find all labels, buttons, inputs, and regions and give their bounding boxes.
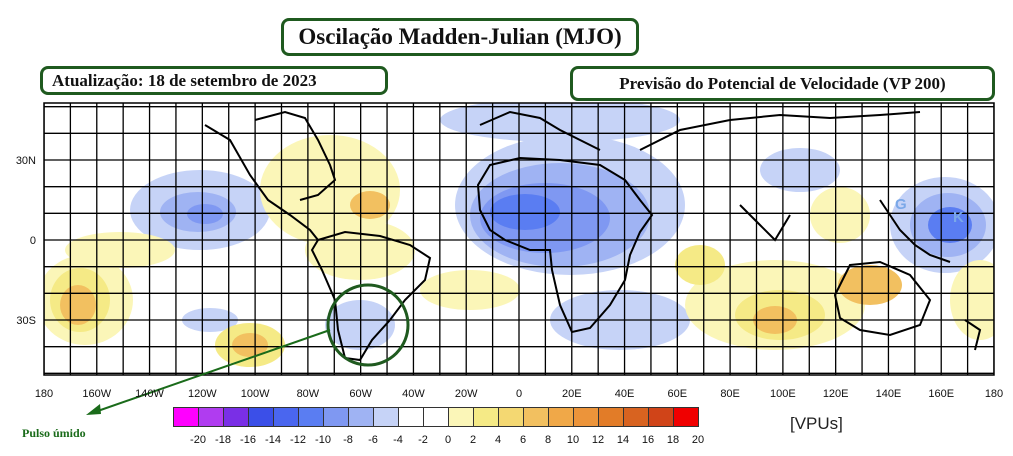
longitude-label: 140E bbox=[876, 388, 902, 400]
colorbar-tick-label: 0 bbox=[444, 434, 452, 446]
longitude-label: 80E bbox=[720, 388, 740, 400]
colorbar-swatch bbox=[223, 407, 249, 427]
colorbar-swatch bbox=[273, 407, 299, 427]
wet-pulse-annotation: Pulso úmido bbox=[22, 426, 86, 440]
longitude-labels: 180 160W 140W 120W 100W 80W 60W 40W 20W 0 20E 40E 60… bbox=[35, 388, 1003, 400]
longitude-label: 60W bbox=[349, 388, 372, 400]
latitude-labels: 30N 0 30S bbox=[16, 155, 36, 327]
longitude-label: 180 bbox=[35, 388, 53, 400]
longitude-label: 100W bbox=[241, 388, 270, 400]
longitude-label: 20E bbox=[562, 388, 582, 400]
map-letter-g: G bbox=[895, 196, 907, 213]
colorbar-swatch bbox=[523, 407, 549, 427]
colorbar-swatch bbox=[448, 407, 474, 427]
colorbar-tick-label: -12 bbox=[290, 434, 306, 446]
longitude-label: 120W bbox=[188, 388, 217, 400]
longitude-label: 80W bbox=[297, 388, 320, 400]
annotation-arrow bbox=[91, 329, 331, 414]
colorbar-tick-label: 10 bbox=[566, 434, 580, 446]
wet-pulse-circle bbox=[326, 283, 410, 367]
colorbar-swatch bbox=[348, 407, 374, 427]
colorbar-tick-label: -20 bbox=[190, 434, 206, 446]
colorbar-tick-label: 16 bbox=[641, 434, 655, 446]
colorbar-swatch bbox=[248, 407, 274, 427]
colorbar-tick-label: 12 bbox=[591, 434, 605, 446]
longitude-label: 0 bbox=[516, 388, 522, 400]
colorbar-swatch bbox=[623, 407, 649, 427]
lat-lon-grid bbox=[44, 103, 994, 375]
colorbar-tick-label: 6 bbox=[519, 434, 527, 446]
latitude-label: 30S bbox=[16, 315, 36, 327]
colorbar-swatch bbox=[473, 407, 499, 427]
colorbar-tick-labels: -20 -18 -16 -14 -12 -10 -8 -6 -4 -2 0 2 4 6 8 10 12 14 16 1… bbox=[173, 434, 753, 450]
colorbar-tick-label: 2 bbox=[469, 434, 477, 446]
longitude-label: 160E bbox=[928, 388, 954, 400]
longitude-label: 140W bbox=[135, 388, 164, 400]
colorbar-tick-label: -2 bbox=[418, 434, 428, 446]
longitude-label: 40W bbox=[402, 388, 425, 400]
colorbar-tick-label: -8 bbox=[343, 434, 353, 446]
colorbar-swatch bbox=[423, 407, 449, 427]
units-label: [VPUs] bbox=[790, 414, 843, 433]
update-date-label: Atualização: 18 de setembro de 2023 bbox=[40, 66, 388, 95]
latitude-label: 0 bbox=[30, 235, 36, 247]
colorbar-swatch bbox=[673, 407, 699, 427]
colorbar-swatch bbox=[573, 407, 599, 427]
colorbar-swatch bbox=[373, 407, 399, 427]
longitude-label: 60E bbox=[668, 388, 688, 400]
annotation-arrowhead bbox=[86, 404, 101, 415]
colorbar bbox=[173, 407, 699, 427]
colorbar-swatch bbox=[173, 407, 199, 427]
colorbar-tick-label: 18 bbox=[666, 434, 680, 446]
colorbar-swatch bbox=[548, 407, 574, 427]
longitude-label: 100E bbox=[770, 388, 796, 400]
colorbar-tick-label: -14 bbox=[265, 434, 281, 446]
colorbar-tick-label: -6 bbox=[368, 434, 378, 446]
longitude-label: 40E bbox=[615, 388, 635, 400]
colorbar-swatch bbox=[323, 407, 349, 427]
colorbar-tick-label: 20 bbox=[691, 434, 705, 446]
colorbar-tick-label: 8 bbox=[544, 434, 552, 446]
colorbar-tick-label: 4 bbox=[494, 434, 502, 446]
latitude-label: 30N bbox=[16, 155, 36, 167]
colorbar-tick-label: -16 bbox=[240, 434, 256, 446]
colorbar-tick-label: -4 bbox=[393, 434, 403, 446]
forecast-description-label: Previsão do Potencial de Velocidade (VP … bbox=[570, 66, 995, 101]
map-title: Oscilação Madden-Julian (MJO) bbox=[281, 18, 639, 56]
longitude-label: 180 bbox=[985, 388, 1003, 400]
map-frame bbox=[43, 102, 995, 376]
colorbar-swatch bbox=[398, 407, 424, 427]
longitude-label: 120E bbox=[823, 388, 849, 400]
colorbar-swatch bbox=[298, 407, 324, 427]
colorbar-swatch bbox=[498, 407, 524, 427]
colorbar-tick-label: 14 bbox=[616, 434, 630, 446]
map-letter-k: K bbox=[953, 209, 964, 226]
colorbar-swatch bbox=[198, 407, 224, 427]
colorbar-swatch bbox=[648, 407, 674, 427]
colorbar-tick-label: -10 bbox=[315, 434, 331, 446]
colorbar-tick-label: -18 bbox=[215, 434, 231, 446]
longitude-label: 20W bbox=[455, 388, 478, 400]
colorbar-swatch bbox=[598, 407, 624, 427]
longitude-label: 160W bbox=[82, 388, 111, 400]
